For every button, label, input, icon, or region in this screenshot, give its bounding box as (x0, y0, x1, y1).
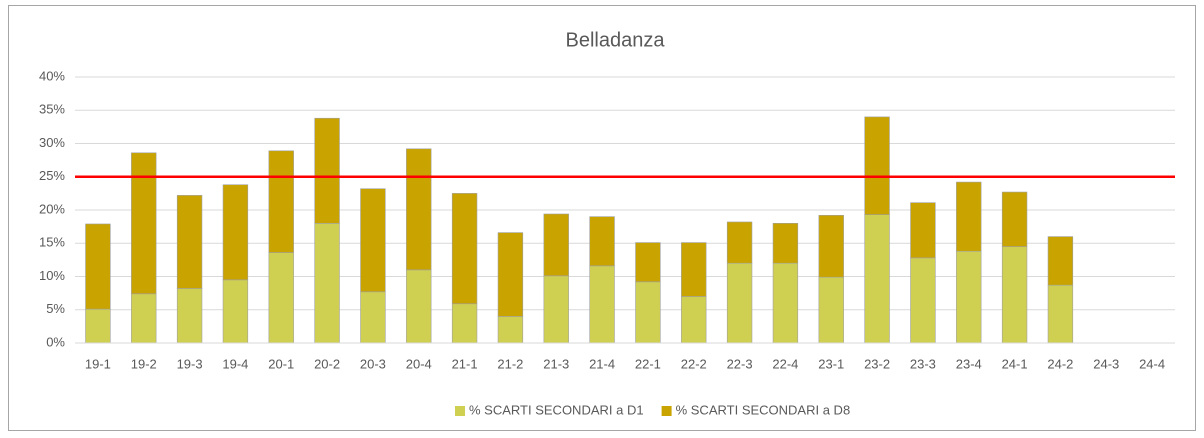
bar-segment (85, 308, 111, 344)
bar-segment (497, 316, 524, 344)
bar-segment (360, 188, 386, 293)
y-tick-label: 30% (39, 135, 65, 150)
bar-segment (314, 223, 340, 344)
bar-segment (864, 214, 890, 344)
x-tick-label: 22-1 (635, 356, 661, 371)
x-tick-label: 23-4 (956, 356, 982, 371)
y-tick-label: 10% (39, 268, 65, 283)
y-tick-label: 35% (39, 102, 65, 117)
bar-segment (406, 269, 432, 344)
x-tick-label: 21-1 (452, 356, 478, 371)
bar-segment (956, 250, 982, 344)
bar-segment (1001, 246, 1028, 344)
legend-label: % SCARTI SECONDARI a D1 (469, 402, 644, 417)
y-tick-label: 0% (46, 334, 65, 349)
bar-segment (543, 275, 569, 344)
bar-segment (635, 281, 661, 344)
x-tick-label: 21-2 (497, 356, 523, 371)
bar-segment (589, 216, 615, 267)
bar-segment (451, 303, 478, 344)
bar-segment (497, 232, 524, 317)
bar-segment (726, 221, 753, 264)
bar-segment (818, 215, 844, 278)
bar-segment (406, 148, 432, 271)
bar-segment (681, 296, 707, 344)
bar-segment (1047, 236, 1074, 286)
x-tick-label: 21-3 (543, 356, 569, 371)
bar-segment (268, 252, 294, 344)
bar-segment (131, 293, 157, 344)
bar-segment (864, 116, 890, 215)
bar-segment (726, 262, 753, 344)
bar-segment (956, 181, 982, 252)
x-tick-label: 19-3 (177, 356, 203, 371)
x-tick-label: 24-4 (1139, 356, 1165, 371)
x-tick-label: 20-3 (360, 356, 386, 371)
bar-segment (772, 223, 799, 264)
bar-segment (268, 150, 294, 253)
x-tick-label: 23-3 (910, 356, 936, 371)
bar-segment (222, 184, 249, 281)
bar-segment (451, 193, 478, 305)
bar-segment (543, 213, 569, 277)
x-tick-label: 22-2 (681, 356, 707, 371)
y-tick-label: 40% (39, 68, 65, 83)
bar-segment (131, 152, 157, 295)
bar-segment (1047, 284, 1074, 344)
bar-segment (85, 223, 111, 310)
bar-segment (1001, 191, 1028, 247)
y-tick-label: 5% (46, 301, 65, 316)
x-tick-label: 24-1 (1002, 356, 1028, 371)
bar-segment (176, 195, 203, 289)
x-tick-label: 23-1 (818, 356, 844, 371)
x-tick-label: 23-2 (864, 356, 890, 371)
bar-segment (910, 202, 936, 259)
x-tick-label: 24-3 (1093, 356, 1119, 371)
chart-title: Belladanza (566, 29, 666, 51)
bar-segment (681, 242, 707, 297)
legend-swatch (661, 406, 672, 416)
bar-segment (772, 262, 799, 344)
x-tick-label: 19-1 (85, 356, 111, 371)
x-tick-label: 21-4 (589, 356, 615, 371)
x-tick-label: 19-4 (222, 356, 248, 371)
bar-segment (635, 242, 661, 283)
y-tick-label: 15% (39, 235, 65, 250)
y-tick-label: 25% (39, 168, 65, 183)
bar-segment (910, 257, 936, 344)
legend-swatch (455, 406, 465, 416)
x-tick-label: 24-2 (1047, 356, 1073, 371)
legend-label: % SCARTI SECONDARI a D8 (676, 402, 851, 417)
bar-segment (360, 291, 386, 344)
x-tick-label: 20-4 (406, 356, 432, 371)
bar-segment (176, 288, 203, 344)
bar-segment (818, 276, 844, 344)
bar-segment (589, 265, 615, 344)
x-tick-label: 20-2 (314, 356, 340, 371)
bar-segment (314, 117, 340, 224)
x-tick-label: 19-2 (131, 356, 157, 371)
x-tick-label: 22-3 (727, 356, 753, 371)
x-tick-label: 22-4 (772, 356, 798, 371)
bar-segment (222, 279, 249, 344)
x-tick-label: 20-1 (268, 356, 294, 371)
y-tick-label: 20% (39, 201, 65, 216)
